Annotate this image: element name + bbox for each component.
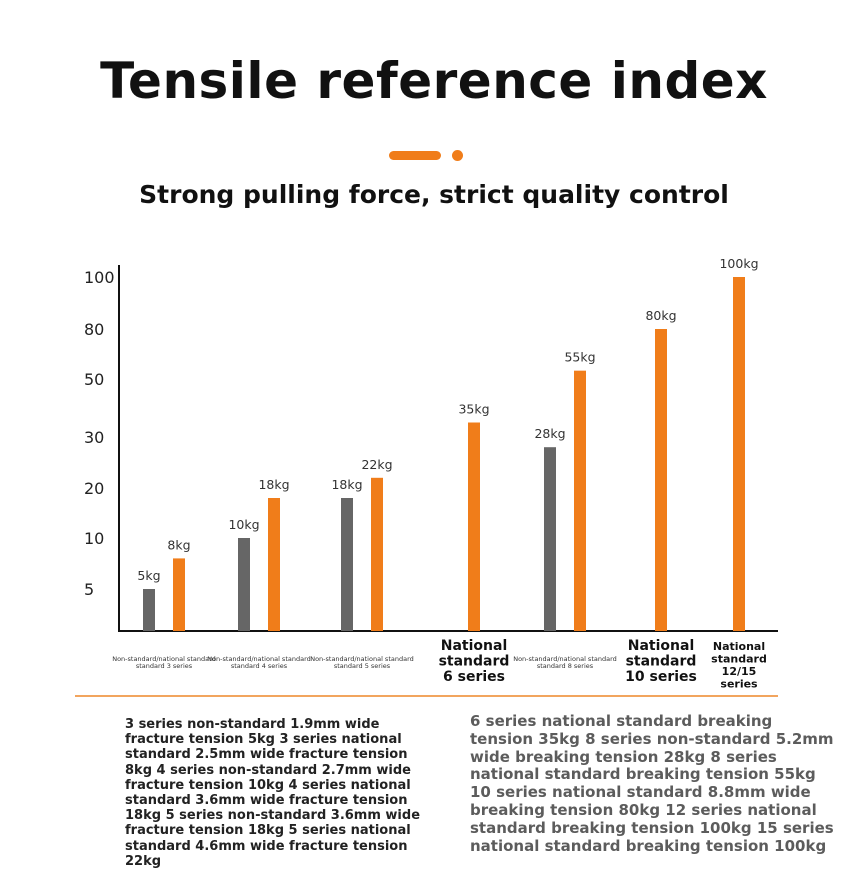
bar-non-standard: [341, 498, 353, 631]
x-category-label: 10 series: [625, 669, 697, 685]
x-category-label: standard: [439, 654, 510, 670]
bar-national: [173, 558, 185, 631]
y-tick-label: 30: [84, 428, 104, 447]
x-category-label: standard 4 series: [231, 662, 288, 670]
x-category-label: Non-standard/national standard: [112, 655, 216, 663]
x-category-label: standard: [626, 654, 697, 670]
y-tick-label: 80: [84, 320, 104, 339]
bar-national: [733, 277, 745, 631]
x-category-label: series: [720, 678, 758, 691]
y-tick-label: 10: [84, 529, 104, 548]
bar-national: [268, 498, 280, 631]
bar-value-label: 22kg: [361, 457, 392, 472]
description-right: 6 series national standard breaking tens…: [470, 712, 834, 855]
x-category-label: standard: [711, 653, 767, 666]
bar-value-label: 18kg: [331, 477, 362, 492]
bar-value-label: 5kg: [137, 568, 160, 583]
bar-national: [468, 422, 480, 631]
description-left: 3 series non-standard 1.9mm wide fractur…: [125, 717, 421, 869]
x-category-label: Non-standard/national standard: [310, 655, 414, 663]
bar-value-label: 10kg: [228, 517, 259, 532]
bar-non-standard: [238, 538, 250, 631]
x-category-label: Non-standard/national standard: [207, 655, 311, 663]
x-category-label: Non-standard/national standard: [513, 655, 617, 663]
bar-national: [574, 370, 586, 631]
section-divider: [75, 695, 778, 697]
bar-value-label: 18kg: [258, 477, 289, 492]
tensile-bar-chart: 5 10 20 30 50 80 100 5kg 8kg 10kg 18kg 18kg 22kg 35kg…: [84, 256, 778, 691]
bar-value-label: 35kg: [458, 402, 489, 417]
bar-value-label: 80kg: [645, 308, 676, 323]
bar-national: [655, 329, 667, 631]
x-category-label: standard 5 series: [334, 662, 391, 670]
bar-value-label: 28kg: [534, 426, 565, 441]
y-tick-label: 100: [84, 268, 115, 287]
bar-value-label: 8kg: [167, 537, 190, 552]
accent-dot: [452, 150, 463, 161]
bar-value-label: 100kg: [719, 256, 758, 271]
accent-dash: [389, 151, 441, 160]
x-category-label: National: [628, 638, 695, 654]
x-category-label: National: [713, 640, 765, 653]
bar-non-standard: [143, 589, 155, 631]
bar-non-standard: [544, 447, 556, 631]
bar-value-label: 55kg: [564, 350, 595, 365]
page-title: Tensile reference index: [100, 52, 768, 110]
y-tick-label: 5: [84, 580, 94, 599]
x-category-label: standard 8 series: [537, 662, 594, 670]
bar-national: [371, 477, 383, 631]
x-category-label: 12/15: [722, 665, 757, 678]
y-tick-label: 50: [84, 370, 104, 389]
x-category-label: National: [441, 638, 508, 654]
y-tick-label: 20: [84, 479, 104, 498]
page-subtitle: Strong pulling force, strict quality con…: [139, 180, 729, 209]
x-category-label: 6 series: [443, 669, 505, 685]
x-category-label: standard 3 series: [136, 662, 193, 670]
